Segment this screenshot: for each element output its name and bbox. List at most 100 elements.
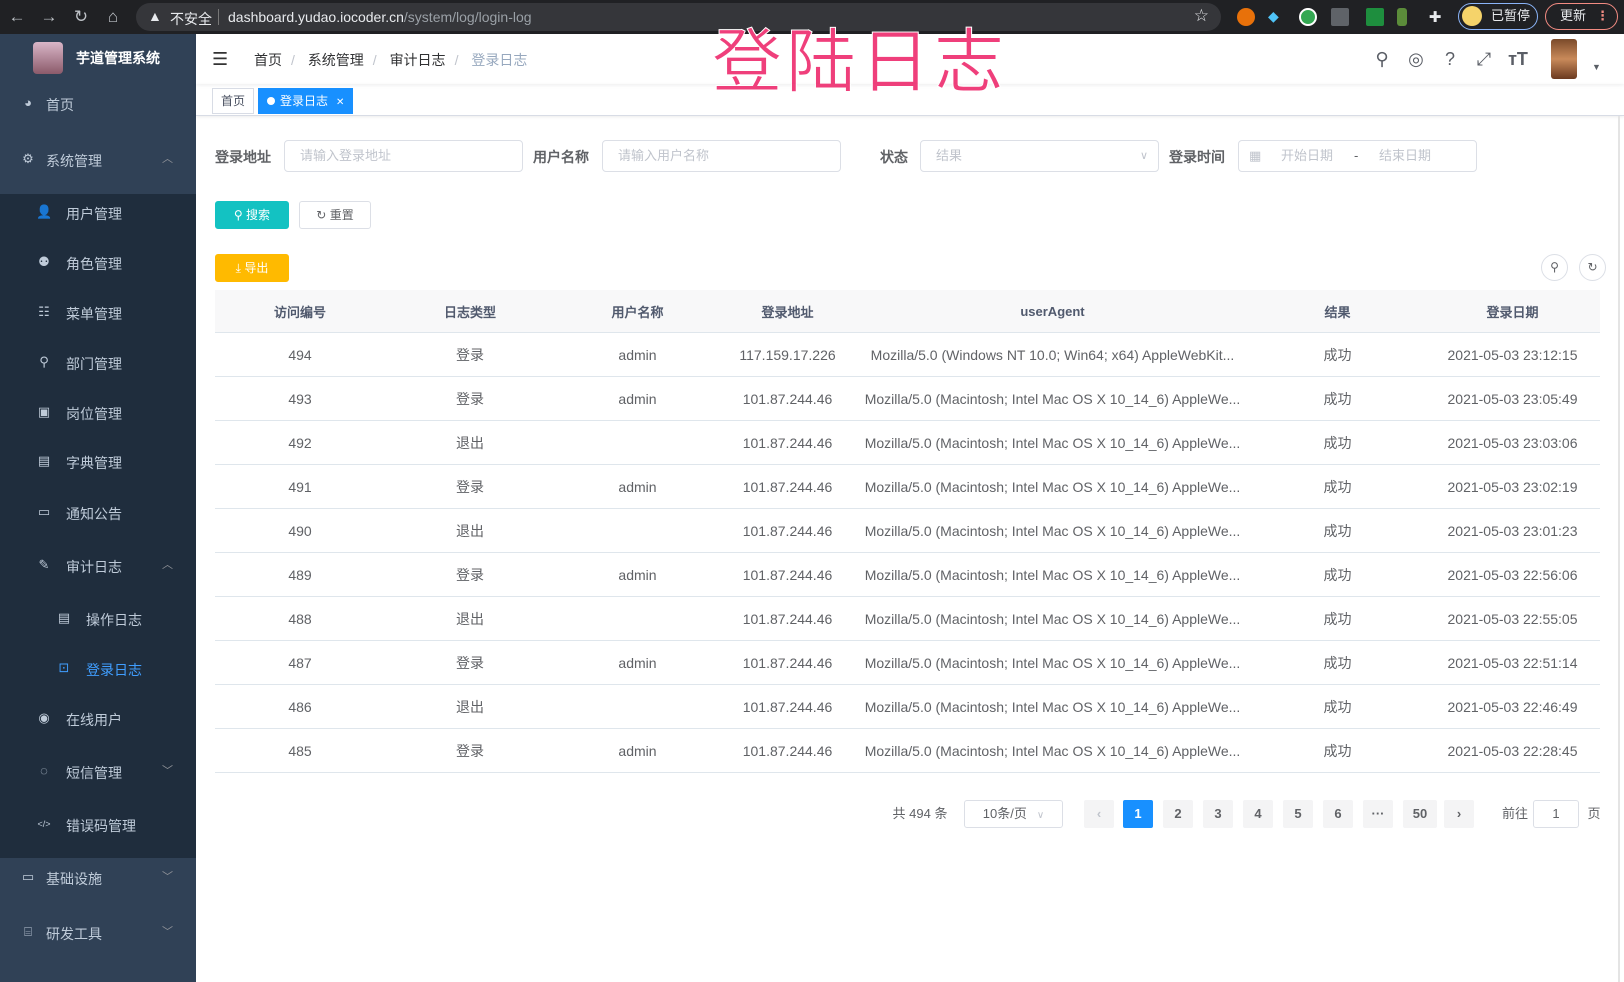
sidebar-item[interactable]: ▤ 操作日志 — [0, 594, 196, 644]
sidebar-item[interactable]: ☷ 菜单管理 — [0, 288, 196, 338]
column-header[interactable]: userAgent — [1020, 303, 1085, 319]
home-icon[interactable]: ⌂ — [107, 7, 119, 26]
sidebar-item-label: 系统管理 — [46, 153, 102, 169]
page-button[interactable]: 2 — [1163, 800, 1193, 828]
table-row[interactable]: 491 登录 admin 101.87.244.46 Mozilla/5.0 (Maci… — [215, 465, 1600, 509]
search-button[interactable]: ⚲ 搜索 — [215, 201, 289, 229]
tag-home[interactable]: 首页 — [212, 88, 255, 114]
code-icon: </> — [37, 819, 51, 829]
column-header[interactable]: 登录日期 — [1486, 304, 1539, 320]
github-icon[interactable]: ◎ — [1408, 49, 1424, 69]
cell-text: Mozilla/5.0 (Macintosh; Intel Mac OS X 1… — [864, 654, 1241, 671]
search-icon[interactable]: ⚲ — [1375, 49, 1389, 69]
column-header[interactable]: 登录地址 — [761, 304, 814, 320]
start-date-input[interactable]: 开始日期 — [1281, 148, 1334, 163]
page-button[interactable]: 4 — [1243, 800, 1273, 828]
breadcrumb-home[interactable]: 首页 — [254, 52, 282, 68]
breadcrumb-system[interactable]: 系统管理 — [307, 52, 364, 68]
table-row[interactable]: 486 退出 101.87.244.46 Mozilla/5.0 (Macintosh… — [215, 685, 1600, 729]
sidebar-item[interactable]: ◉ 在线用户 — [0, 694, 196, 744]
username-input[interactable]: 请输入用户名称 — [602, 140, 841, 172]
page-button[interactable]: 1 — [1123, 800, 1153, 828]
forward-icon[interactable]: → — [40, 7, 58, 26]
bookmark-star-icon[interactable]: ☆ — [1193, 6, 1209, 25]
caret-down-icon[interactable]: ▼ — [1592, 62, 1601, 72]
table-cell: 2021-05-03 23:01:23 — [1425, 509, 1600, 552]
page-button[interactable]: 5 — [1283, 800, 1313, 828]
column-header[interactable]: 访问编号 — [273, 304, 326, 320]
breadcrumb-audit[interactable]: 审计日志 — [389, 52, 446, 68]
url-text[interactable]: dashboard.yudao.iocoder.cn/system/log/lo… — [228, 9, 532, 25]
refresh-icon[interactable]: ↻ — [1579, 254, 1606, 281]
back-icon[interactable]: ← — [8, 7, 26, 26]
font-size-icon[interactable]: ᴛT — [1508, 49, 1528, 69]
login-address-input[interactable]: 请输入登录地址 — [284, 140, 523, 172]
diamond-extension-icon[interactable]: ◆ — [1268, 8, 1279, 24]
sidebar-item[interactable]: 👤 用户管理 — [0, 188, 196, 238]
question-icon[interactable]: ? — [1444, 49, 1455, 69]
login-time-range[interactable]: ▦ 开始日期 - 结束日期 — [1238, 140, 1477, 172]
table-row[interactable]: 490 退出 101.87.244.46 Mozilla/5.0 (Macintosh… — [215, 509, 1600, 553]
next-page-button[interactable]: › — [1444, 800, 1474, 828]
toggle-search-icon[interactable]: ⚲ — [1541, 254, 1568, 281]
table-row[interactable]: 493 登录 admin 101.87.244.46 Mozilla/5.0 (Maci… — [215, 377, 1600, 421]
puzzle-icon[interactable]: ✚ — [1428, 9, 1442, 26]
breadcrumb: 首页 / 系统管理 / 审计日志 / 登录日志 — [254, 52, 528, 68]
table-row[interactable]: 494 登录 admin 117.159.17.226 Mozilla/5.0 (Win… — [215, 333, 1600, 377]
fullscreen-icon[interactable]: ⤢ — [1476, 49, 1492, 69]
end-date-input[interactable]: 结束日期 — [1379, 148, 1432, 163]
reset-button[interactable]: ↻ 重置 — [299, 201, 371, 229]
table-row[interactable]: 489 登录 admin 101.87.244.46 Mozilla/5.0 (Maci… — [215, 553, 1600, 597]
sidebar-item[interactable]: ◌ 短信管理 ﹀ — [0, 747, 196, 797]
table-row[interactable]: 492 退出 101.87.244.46 Mozilla/5.0 (Macintosh… — [215, 421, 1600, 465]
on-extension-icon[interactable] — [1366, 8, 1384, 26]
y-extension-icon[interactable] — [1299, 8, 1317, 26]
address-bar[interactable]: ▲ 不安全 dashboard.yudao.iocoder.cn/system/… — [136, 3, 1221, 31]
sidebar-item[interactable]: ⚙ 系统管理 ︿ — [0, 135, 196, 185]
column-header[interactable]: 日志类型 — [443, 304, 496, 320]
close-icon[interactable]: ✕ — [336, 97, 345, 108]
sidebar-item[interactable]: ⌸ 研发工具 ﹀ — [0, 908, 196, 958]
cell-text: 101.87.244.46 — [742, 566, 833, 583]
goto-page-input[interactable]: 1 — [1533, 800, 1579, 828]
hamburger-icon[interactable]: ☰ — [212, 49, 229, 69]
sidebar-item[interactable]: ▭ 通知公告 — [0, 488, 196, 538]
more-pages-button[interactable]: ··· — [1363, 800, 1393, 828]
export-button[interactable]: ⤓ 导出 — [215, 254, 289, 282]
cell-text: 成功 — [1323, 698, 1352, 715]
sidebar-item[interactable]: ◕ 首页 — [0, 79, 196, 129]
table-cell: admin — [555, 553, 720, 596]
scrollbar[interactable] — [1618, 116, 1620, 982]
page-button[interactable]: 3 — [1203, 800, 1233, 828]
sidebar-item[interactable]: ▣ 岗位管理 — [0, 388, 196, 438]
table-cell: Mozilla/5.0 (Windows NT 10.0; Win64; x64… — [855, 333, 1250, 376]
sidebar-item[interactable]: ▤ 字典管理 — [0, 437, 196, 487]
sidebar-item[interactable]: ⚲ 部门管理 — [0, 338, 196, 388]
prev-page-button[interactable]: ‹ — [1084, 800, 1114, 828]
extension-icon[interactable] — [1237, 8, 1255, 26]
sidebar-item[interactable]: ▭ 基础设施 ﹀ — [0, 853, 196, 903]
grid-extension-icon[interactable] — [1331, 8, 1349, 26]
leaf-extension-icon[interactable] — [1397, 8, 1407, 26]
profile-button[interactable]: 已暂停 — [1458, 3, 1538, 30]
table-cell: 101.87.244.46 — [720, 641, 855, 684]
sidebar-item[interactable]: </> 错误码管理 — [0, 800, 196, 850]
table-row[interactable]: 487 登录 admin 101.87.244.46 Mozilla/5.0 (Maci… — [215, 641, 1600, 685]
update-button[interactable]: 更新 ⋮ — [1545, 3, 1618, 30]
reload-icon[interactable]: ↻ — [73, 7, 89, 26]
sidebar-item[interactable]: ⚉ 角色管理 — [0, 238, 196, 288]
page-size-select[interactable]: 10条/页 ∨ — [964, 800, 1063, 828]
column-header[interactable]: 用户名称 — [611, 304, 664, 320]
overlay-title: 登陆日志 — [712, 21, 1008, 104]
table-row[interactable]: 485 登录 admin 101.87.244.46 Mozilla/5.0 (Maci… — [215, 729, 1600, 773]
status-select[interactable]: 结果 ∨ — [920, 140, 1159, 172]
tag-login-log[interactable]: 登录日志 ✕ — [258, 88, 354, 114]
table-row[interactable]: 488 退出 101.87.244.46 Mozilla/5.0 (Macintosh… — [215, 597, 1600, 641]
avatar[interactable] — [1551, 39, 1577, 79]
app-title: 芋道管理系统 — [76, 50, 160, 66]
sidebar-item[interactable]: ⊡ 登录日志 — [0, 644, 196, 694]
sidebar-item[interactable]: ✎ 审计日志 ︿ — [0, 541, 196, 591]
page-button[interactable]: 50 — [1403, 800, 1437, 828]
column-header[interactable]: 结果 — [1324, 304, 1351, 320]
page-button[interactable]: 6 — [1323, 800, 1353, 828]
